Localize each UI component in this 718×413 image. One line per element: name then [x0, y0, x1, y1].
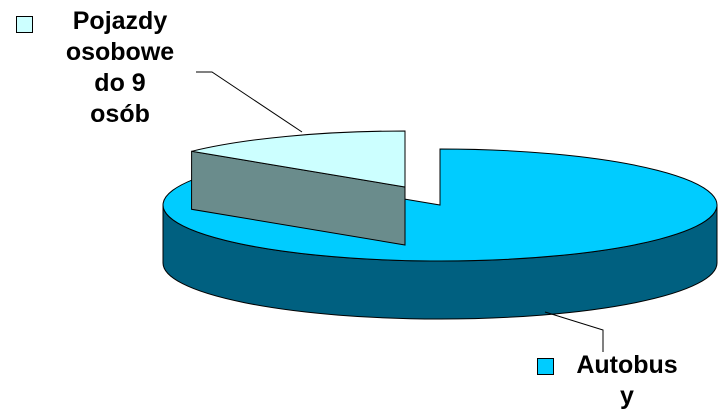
slice-autobusy [162, 148, 718, 320]
label-line: osobowe [65, 38, 175, 66]
label-line: osób [90, 100, 150, 128]
label-line: do 9 [94, 69, 146, 97]
label-line: Pojazdy [72, 7, 168, 35]
leader-lines [196, 71, 604, 352]
label-line: Autobus [576, 351, 678, 379]
slice-osobowe-top [191, 130, 406, 188]
legend-swatch-autobusy [537, 358, 554, 375]
leader-line-autobusy [544, 311, 604, 352]
data-label-osobowe: Pojazdy osobowe do 9 osób [40, 6, 200, 130]
legend-swatch-osobowe [16, 16, 33, 33]
slice-osobowe [191, 130, 406, 246]
label-line: y [620, 382, 634, 410]
slice-autobusy-top [162, 148, 718, 262]
leader-line-osobowe [196, 71, 303, 133]
data-label-autobusy: Autobus y [562, 350, 692, 412]
